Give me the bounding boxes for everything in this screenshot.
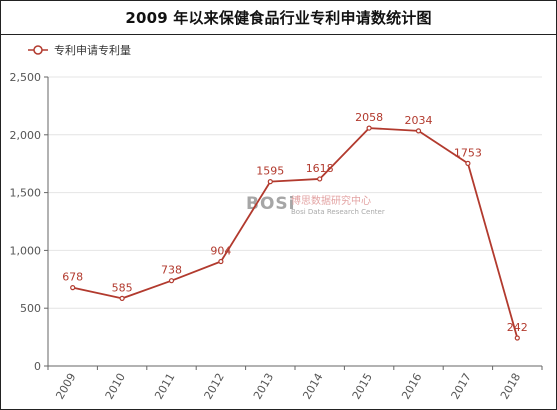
gridlines — [48, 76, 542, 309]
data-point — [366, 125, 372, 131]
watermark-brand: BOSi — [246, 194, 295, 214]
watermark: BOSi 博思数据研究中心 Bosi Data Research Center — [246, 194, 385, 216]
legend-label: 专利申请专利量 — [54, 43, 131, 57]
data-point — [168, 278, 175, 284]
watermark-en-name: Bosi Data Research Center — [291, 208, 385, 216]
data-label: 1595 — [256, 165, 284, 178]
data-label: 1753 — [454, 146, 482, 159]
series-polyline — [72, 127, 519, 339]
y-tick-label: 1,000 — [10, 244, 42, 257]
data-point — [317, 176, 323, 182]
y-tick-label: 0 — [34, 360, 41, 373]
data-label: 738 — [161, 264, 182, 277]
x-axis: 2009 2010 2011 2012 2013 2014 2015 2016 2017 2018 — [47, 365, 543, 402]
chart-title: 2009 年以来保健食品行业专利申请数统计图 — [1, 1, 556, 35]
x-tick-label: 2017 — [449, 371, 474, 402]
x-tick-label: 2010 — [103, 371, 128, 402]
data-label: 585 — [112, 281, 133, 294]
x-tick-label: 2011 — [152, 371, 177, 402]
series-line — [70, 125, 520, 341]
data-point — [514, 335, 520, 341]
y-axis: 0 500 1,000 1,500 2,000 2,500 — [10, 71, 49, 373]
x-tick-label: 2013 — [251, 371, 276, 402]
data-label: 2034 — [405, 114, 433, 127]
data-label: 1618 — [306, 162, 334, 175]
x-tick-label: 2009 — [53, 371, 78, 402]
data-point — [119, 295, 125, 301]
data-label: 2058 — [355, 111, 383, 124]
data-label: 678 — [62, 271, 83, 284]
watermark-cn-name: 博思数据研究中心 — [291, 194, 371, 207]
data-label: 242 — [507, 321, 528, 334]
x-tick-label: 2018 — [498, 371, 523, 402]
x-tick-label: 2016 — [399, 371, 424, 402]
data-point — [465, 160, 471, 166]
legend-marker-icon — [33, 45, 43, 55]
y-tick-label: 500 — [20, 302, 41, 315]
y-tick-label: 2,500 — [10, 71, 42, 84]
data-point — [218, 258, 224, 265]
y-tick-label: 1,500 — [10, 187, 42, 200]
data-point — [267, 179, 273, 185]
data-point — [70, 285, 76, 291]
x-tick-label: 2014 — [300, 371, 325, 402]
data-labels: 678 585 738 904 1595 1618 2058 2034 1753 242 — [62, 111, 528, 334]
x-tick-label: 2012 — [202, 371, 227, 402]
legend[interactable]: 专利申请专利量 — [28, 43, 131, 57]
line-chart: BOSi 博思数据研究中心 Bosi Data Research Center … — [10, 43, 543, 402]
data-label: 904 — [210, 244, 231, 257]
x-tick-label: 2015 — [350, 371, 375, 402]
y-tick-label: 2,000 — [10, 129, 42, 142]
data-point — [415, 128, 422, 134]
